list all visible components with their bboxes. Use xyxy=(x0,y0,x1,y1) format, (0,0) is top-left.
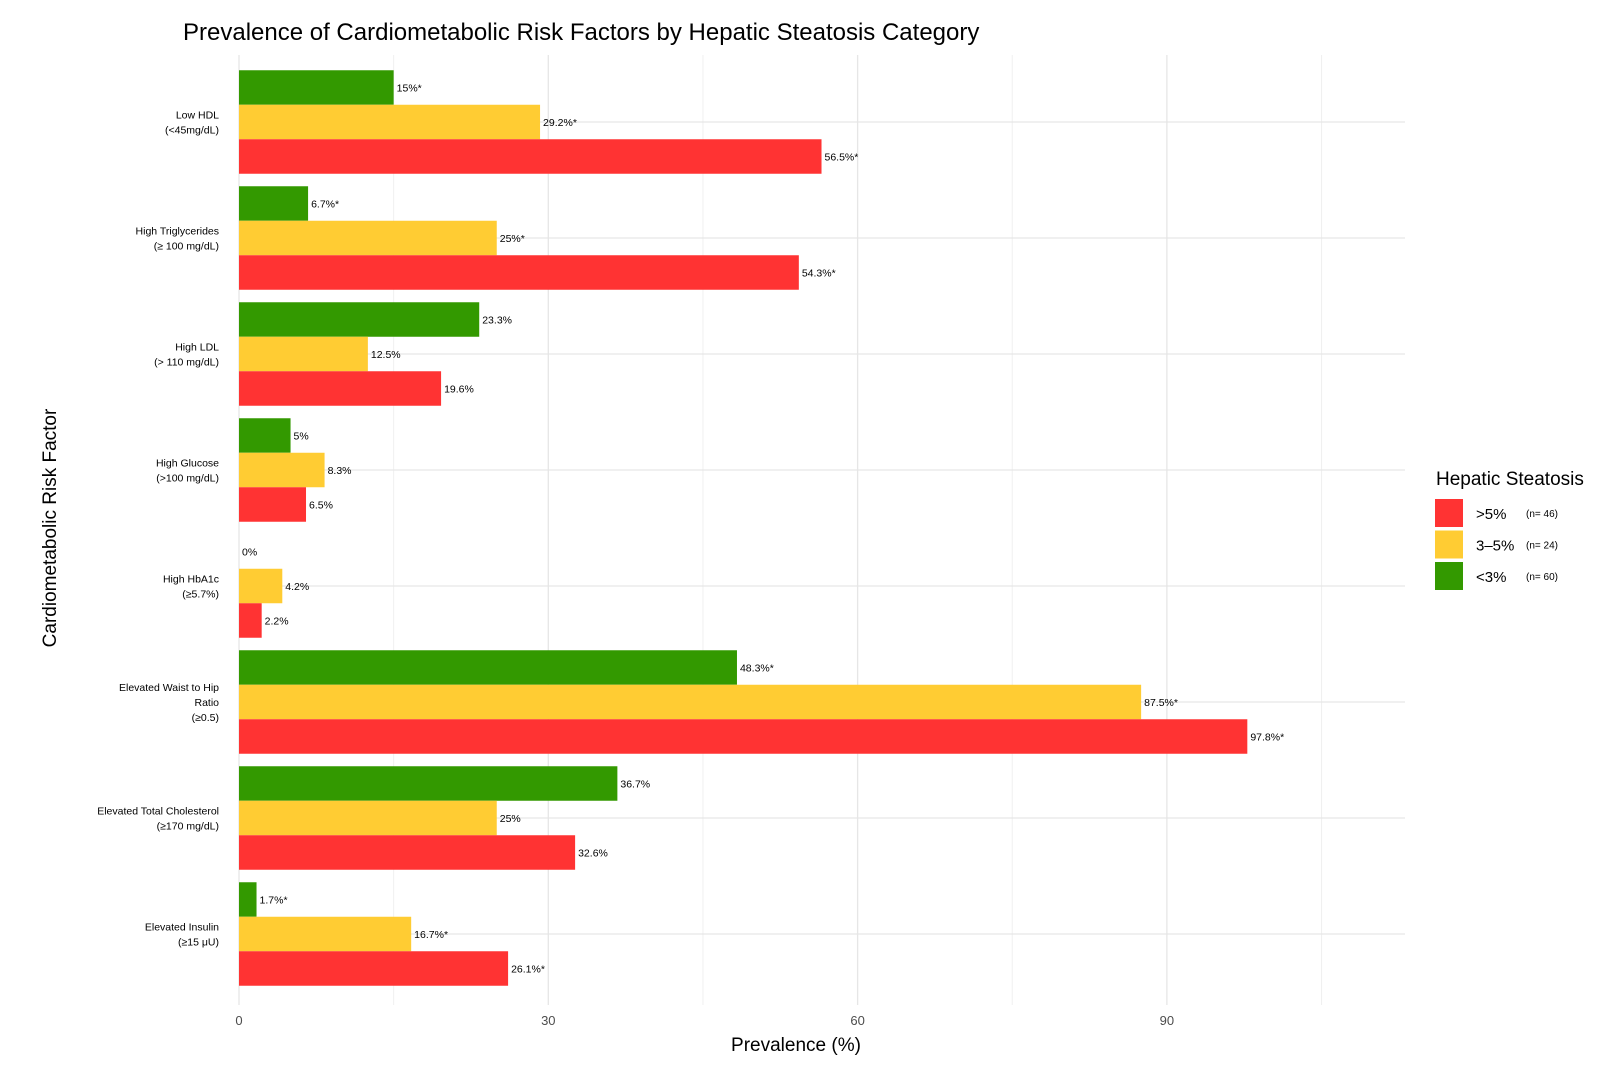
category-label: Elevated Insulin (≥15 μU) xyxy=(145,922,219,949)
bar xyxy=(239,371,442,406)
bar xyxy=(239,452,325,488)
x-tick-label: 60 xyxy=(850,1013,864,1028)
legend-swatch xyxy=(1435,530,1463,559)
bar xyxy=(239,220,497,256)
bar xyxy=(239,487,307,522)
legend-swatch xyxy=(1435,562,1463,590)
category-label: High LDL (> 110 mg/dL) xyxy=(154,342,219,369)
bar-value-label: 23.3% xyxy=(482,315,512,327)
bar-labels: 15%* 29.2%* 56.5%* 6.7%* 25%* 54.3%* 23.3% 12.5… xyxy=(242,83,1284,976)
bar-value-label: 6.7%* xyxy=(311,199,339,211)
x-tick-label: 90 xyxy=(1160,1013,1174,1028)
chart-title: Prevalence of Cardiometabolic Risk Facto… xyxy=(183,19,979,46)
bar-value-label: 5% xyxy=(294,431,309,443)
bar-value-label: 32.6% xyxy=(578,848,608,860)
legend-n-label: (n= 24) xyxy=(1526,541,1558,552)
legend-title: Hepatic Steatosis xyxy=(1436,469,1584,490)
bar xyxy=(239,336,368,372)
x-axis-title: Prevalence (%) xyxy=(731,1035,861,1056)
category-label: High Glucose (>100 mg/dL) xyxy=(156,458,219,485)
bar-value-label: 1.7%* xyxy=(260,895,288,907)
bar xyxy=(239,186,309,221)
bar xyxy=(239,302,480,337)
bar xyxy=(239,882,257,917)
bar xyxy=(239,719,1248,754)
bar-value-label: 0% xyxy=(242,547,257,559)
legend-label: 3–5% xyxy=(1476,538,1514,555)
bar-value-label: 8.3% xyxy=(328,465,352,477)
bar-value-label: 29.2%* xyxy=(543,117,577,129)
bar-value-label: 56.5%* xyxy=(825,152,859,164)
bar xyxy=(239,800,497,836)
bar-value-label: 87.5%* xyxy=(1144,697,1178,709)
legend-label: <3% xyxy=(1476,569,1506,586)
bar-value-label: 36.7% xyxy=(620,779,650,791)
y-axis-title: Cardiometabolic Risk Factor xyxy=(40,408,61,647)
bar-value-label: 19.6% xyxy=(444,384,474,396)
bar xyxy=(239,139,822,174)
bar xyxy=(239,418,291,453)
bar-value-label: 54.3%* xyxy=(802,268,836,280)
bar-value-label: 4.2% xyxy=(285,581,309,593)
bar xyxy=(239,603,262,638)
bar xyxy=(239,568,283,604)
bar xyxy=(239,255,799,290)
x-tick-label: 0 xyxy=(235,1013,242,1028)
bar-value-label: 2.2% xyxy=(265,616,289,628)
category-label: High Triglycerides (≥ 100 mg/dL) xyxy=(136,226,219,253)
bar-value-label: 25% xyxy=(500,813,521,825)
category-label: Elevated Total Cholesterol (≥170 mg/dL) xyxy=(97,806,219,833)
bar xyxy=(239,916,412,952)
bars xyxy=(239,70,1248,986)
bar xyxy=(239,684,1142,720)
bar xyxy=(239,835,576,870)
x-axis-ticks: 0 30 60 90 xyxy=(235,1013,1174,1028)
bar xyxy=(239,766,618,801)
category-labels: Low HDL (<45mg/dL) High Triglycerides (≥ 10… xyxy=(97,110,219,949)
bar-value-label: 26.1%* xyxy=(511,964,545,976)
category-label: Elevated Waist to Hip Ratio (≥0.5) xyxy=(119,682,219,724)
bar-value-label: 48.3%* xyxy=(740,663,774,675)
legend: Hepatic Steatosis >5% (n= 46) 3–5% (n= 24) <… xyxy=(1435,469,1584,590)
bar xyxy=(239,104,541,140)
category-label: High HbA1c (≥5.7%) xyxy=(163,574,219,601)
legend-swatch xyxy=(1435,499,1463,527)
legend-n-label: (n= 46) xyxy=(1526,509,1558,520)
bar-value-label: 12.5% xyxy=(371,349,401,361)
bar-value-label: 97.8%* xyxy=(1250,732,1284,744)
bar xyxy=(239,951,509,986)
bar-value-label: 25%* xyxy=(500,233,525,245)
category-label: Low HDL (<45mg/dL) xyxy=(165,110,219,137)
bar xyxy=(239,650,737,685)
bar-value-label: 15%* xyxy=(397,83,422,95)
bar-value-label: 16.7%* xyxy=(414,929,448,941)
legend-n-label: (n= 60) xyxy=(1526,572,1558,583)
x-tick-label: 30 xyxy=(541,1013,555,1028)
bar xyxy=(239,70,394,105)
legend-label: >5% xyxy=(1476,506,1506,523)
bar-value-label: 6.5% xyxy=(309,500,333,512)
